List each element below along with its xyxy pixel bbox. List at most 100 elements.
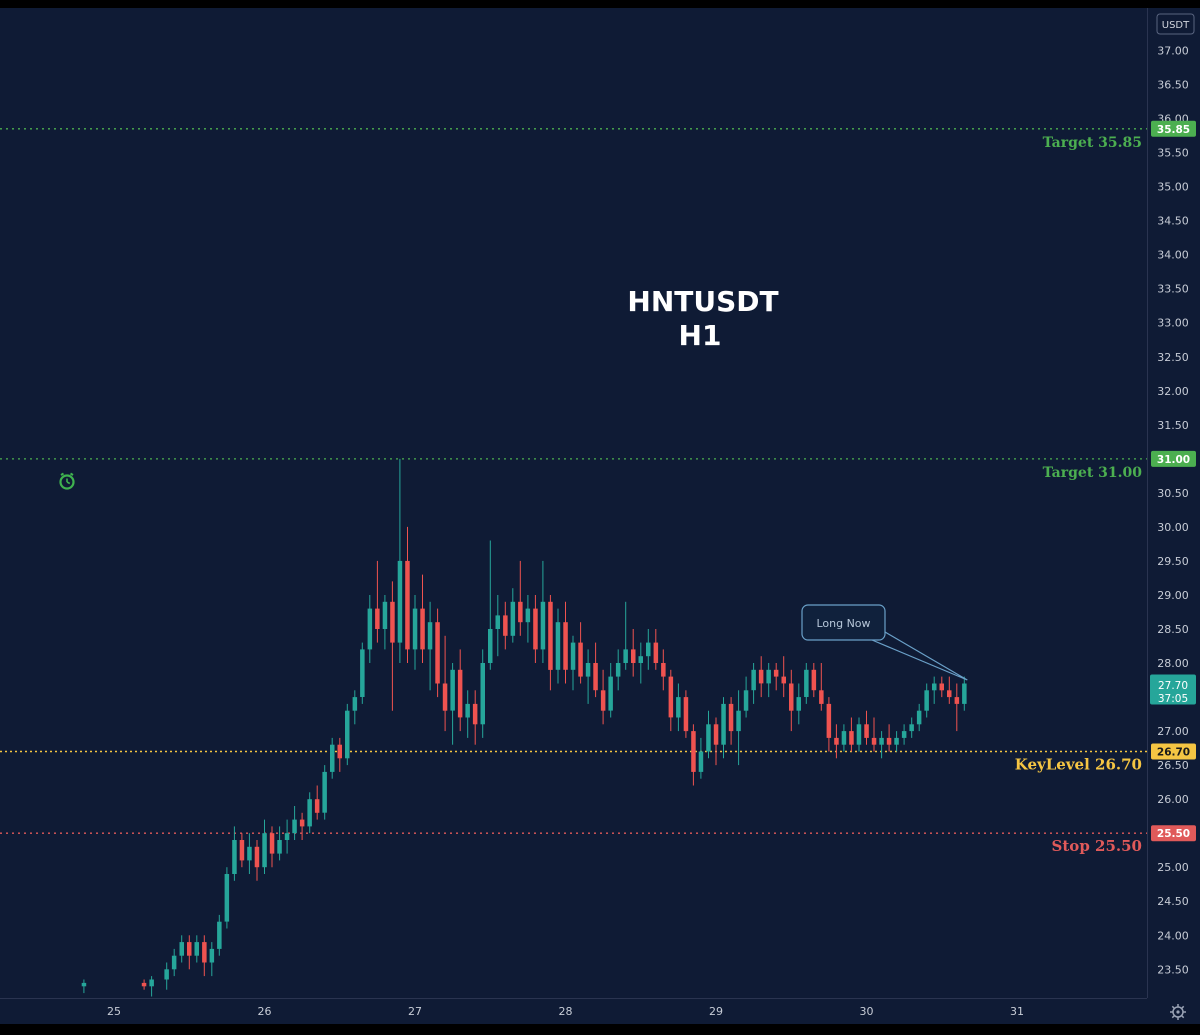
candle-down (314, 785, 320, 820)
y-tick-label: 33.00 (1157, 317, 1189, 330)
candle-up (277, 826, 282, 861)
candle-body (322, 771, 327, 813)
candle-body (901, 731, 907, 738)
candle-body (533, 608, 538, 650)
candle-body (894, 737, 899, 745)
candle-down (834, 724, 839, 759)
candle-body (631, 649, 636, 663)
candle-body (202, 942, 207, 963)
y-tick-label: 29.50 (1157, 555, 1189, 568)
candle-up (879, 731, 884, 759)
candle-body (299, 819, 305, 827)
y-tick-label: 24.00 (1157, 929, 1189, 942)
candle-body (390, 601, 395, 643)
key-level-badge-label: 26.70 (1157, 747, 1190, 759)
candle-body (187, 942, 192, 956)
candle-body (856, 724, 862, 745)
candle-body (480, 663, 485, 725)
y-tick-label: 26.50 (1157, 759, 1189, 772)
y-tick-label: 25.00 (1157, 861, 1189, 874)
candle-up (480, 649, 485, 738)
candle-body (789, 683, 794, 711)
candle-down (420, 574, 425, 663)
x-tick-label: 29 (709, 1005, 723, 1018)
candle-body (924, 690, 929, 711)
candle-up (555, 608, 561, 684)
candle-down (141, 979, 147, 990)
candle-up (352, 690, 358, 725)
candle-down (954, 683, 960, 732)
candle-down (661, 649, 666, 691)
target-2-label: Target 35.85 (1043, 135, 1142, 151)
candle-down (593, 642, 598, 698)
candle-up (171, 948, 177, 977)
y-tick-label: 35.50 (1157, 147, 1189, 160)
candle-body (886, 737, 892, 745)
candle-up (924, 683, 929, 718)
candle-down (819, 663, 824, 711)
candle-body (548, 601, 553, 670)
target-1-badge (1151, 450, 1196, 467)
target-2-badge-label: 35.85 (1157, 124, 1190, 136)
time-axis[interactable] (0, 998, 1147, 1024)
candle-body (179, 942, 184, 956)
candle-up (412, 595, 418, 670)
candle-body (743, 690, 749, 711)
candle-body (247, 846, 252, 861)
candle-body (804, 669, 809, 697)
candle-down (728, 697, 734, 745)
y-tick-label: 31.50 (1157, 419, 1189, 432)
candle-body (352, 697, 358, 711)
candle-body (668, 676, 674, 718)
currency-button[interactable] (1156, 13, 1195, 35)
candle-up (510, 588, 516, 643)
gear-icon[interactable] (1170, 1004, 1186, 1020)
long-now-callout[interactable]: Long Now (801, 604, 968, 681)
candle-body (593, 663, 598, 691)
x-tick-label: 25 (107, 1005, 121, 1018)
candle-body (277, 840, 282, 854)
candle-up (81, 979, 87, 994)
candle-down (758, 656, 764, 698)
candle-up (367, 595, 373, 663)
candle-down (871, 717, 877, 752)
candle-up (217, 914, 222, 956)
candle-body (141, 982, 147, 987)
candle-up (804, 663, 809, 704)
candle-body (518, 601, 523, 623)
y-tick-label: 30.00 (1157, 521, 1189, 534)
price-levels: Target 35.85 35.85 Target 31.00 31.00 KeyLev… (0, 120, 1196, 855)
candle-down (947, 676, 952, 704)
candle-up (209, 942, 215, 977)
candle-up (179, 935, 184, 963)
candle-up (164, 962, 169, 990)
x-tick-label: 26 (258, 1005, 272, 1018)
candle-body (615, 663, 621, 677)
candle-up (540, 560, 546, 663)
candle-body (81, 982, 87, 987)
y-tick-label: 36.50 (1157, 79, 1189, 92)
candles (81, 458, 967, 997)
candle-down (781, 656, 786, 698)
candle-body (600, 690, 606, 711)
candle-body (307, 799, 312, 827)
candle-body (653, 642, 659, 663)
candle-body (450, 669, 455, 711)
candle-body (472, 703, 478, 725)
candle-down (600, 669, 606, 725)
countdown-label: 37:05 (1158, 693, 1188, 705)
candle-up (495, 595, 500, 657)
candle-up (284, 819, 290, 854)
candle-up (698, 737, 704, 779)
candle-body (503, 615, 508, 636)
candle-down (548, 595, 553, 691)
candle-up (615, 649, 621, 691)
candle-body (239, 840, 245, 861)
candle-body (405, 560, 410, 650)
candle-down (375, 560, 380, 643)
x-tick-label: 28 (559, 1005, 573, 1018)
candle-up (766, 663, 771, 698)
alarm-clock-icon[interactable] (59, 472, 75, 490)
y-tick-label: 34.00 (1157, 249, 1189, 262)
